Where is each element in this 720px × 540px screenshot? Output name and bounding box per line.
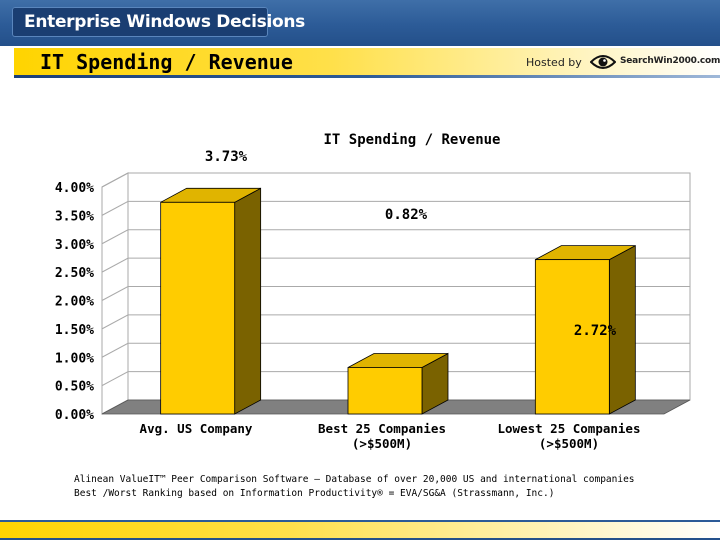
x-tick-label: Avg. US Company: [140, 421, 253, 436]
title-underline: [14, 75, 720, 78]
bar-side: [234, 187, 262, 415]
gridline: [101, 286, 690, 301]
source-note-line-2: Best /Worst Ranking based on Information…: [74, 488, 555, 499]
gridline: [101, 257, 690, 273]
x-tick-label: (>$500M): [539, 436, 599, 451]
data-label: 0.82%: [385, 207, 428, 223]
gridline: [101, 342, 690, 358]
y-tick-label: 0.50%: [55, 380, 94, 395]
hosted-by-label: Hosted by: [526, 56, 582, 69]
footer-stripe: [0, 522, 720, 538]
gridline: [101, 172, 690, 188]
bar: [347, 367, 423, 415]
page-title: IT Spending / Revenue: [40, 50, 293, 74]
y-tick-label: 4.00%: [55, 181, 94, 196]
data-label: 3.73%: [205, 149, 248, 165]
bar: [160, 201, 236, 415]
gridline: [101, 229, 690, 245]
y-tick-label: 2.50%: [55, 266, 94, 281]
gridline: [101, 200, 690, 216]
eye-icon: [590, 55, 616, 69]
y-tick-label: 3.00%: [55, 238, 94, 253]
x-tick-label: Lowest 25 Companies: [498, 421, 641, 436]
data-label: 2.72%: [574, 323, 617, 339]
sponsor-logo[interactable]: SearchWin2000.com: [590, 52, 720, 72]
gridline: [101, 314, 690, 330]
bar: [534, 259, 610, 415]
y-tick-label: 1.00%: [55, 351, 94, 366]
sponsor-logo-text: SearchWin2000.com: [620, 56, 720, 66]
brand-title: Enterprise Windows Decisions: [24, 12, 305, 32]
y-tick-label: 0.00%: [55, 408, 94, 423]
y-tick-label: 1.50%: [55, 323, 94, 338]
chart-title: IT Spending / Revenue: [323, 132, 500, 148]
source-note-line-1: Alinean ValueIT™ Peer Comparison Softwar…: [74, 474, 635, 485]
brand-logo: Enterprise Windows Decisions: [12, 7, 305, 37]
plot-area: 0.00% 0.50% 1.00% 1.50% 2.00% 2.50% 3.00% 3.50%…: [55, 149, 691, 451]
x-tick-label: Best 25 Companies: [318, 421, 446, 436]
y-tick-label: 3.50%: [55, 209, 94, 224]
x-tick-label: (>$500M): [352, 436, 412, 451]
gridline: [101, 371, 690, 387]
y-tick-label: 2.00%: [55, 295, 94, 310]
